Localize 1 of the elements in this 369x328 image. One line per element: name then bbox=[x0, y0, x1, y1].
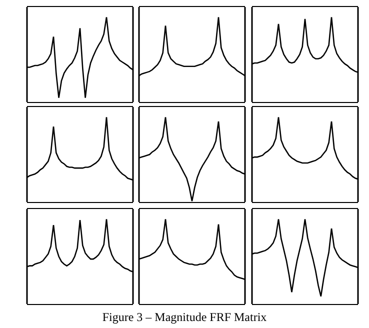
caption: Figure 3 – Magnitude FRF Matrix bbox=[101, 310, 268, 325]
